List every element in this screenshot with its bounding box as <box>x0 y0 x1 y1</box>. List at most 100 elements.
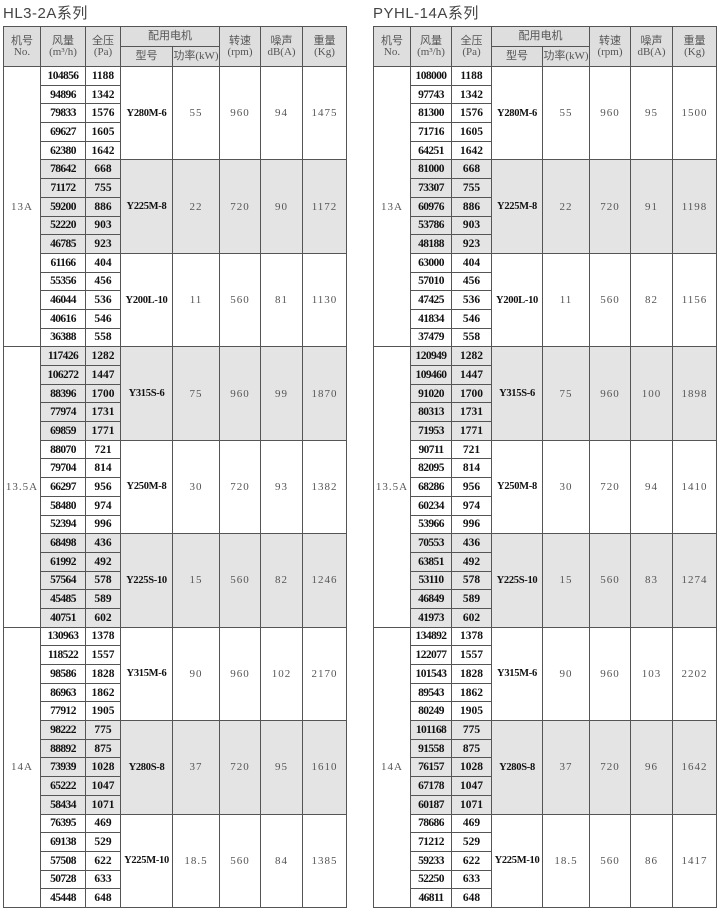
motor-model-cell: Y315S-6 <box>120 346 173 441</box>
air-flow-cell: 46785 <box>40 234 86 254</box>
table-title-right: PYHL-14A系列 <box>373 5 479 22</box>
table-row: 98586 1828 <box>4 664 347 684</box>
pressure-cell: 1378 <box>85 626 121 647</box>
air-flow-cell: 106272 <box>40 365 86 385</box>
speed-cell: 720 <box>589 159 631 254</box>
air-flow-cell: 60976 <box>410 196 452 217</box>
air-flow-cell: 79833 <box>40 103 86 124</box>
air-flow-cell: 60187 <box>410 794 452 815</box>
pressure-cell: 721 <box>451 439 492 460</box>
table-row: 79704 814 <box>4 458 347 479</box>
air-flow-cell: 65222 <box>40 776 86 796</box>
header-weight-unit: (Kg) <box>684 45 705 58</box>
table-row: 70553 436 Y225S-10 15 560 83 1274 <box>374 533 717 628</box>
air-flow-cell: 52250 <box>410 869 452 890</box>
pressure-cell: 1862 <box>85 682 121 703</box>
speed-cell: 720 <box>589 720 631 815</box>
motor-model-cell: Y200L-10 <box>120 252 173 348</box>
pressure-cell: 903 <box>85 215 121 236</box>
pressure-cell: 1188 <box>85 66 121 86</box>
pressure-cell: 558 <box>451 327 492 348</box>
air-flow-cell: 53786 <box>410 215 452 236</box>
table-row: 14A 134892 1378 Y315M-6 90 960 103 2202 <box>373 626 717 908</box>
pressure-cell: 923 <box>85 234 121 254</box>
table-row: 71716 1605 <box>374 122 717 142</box>
air-flow-cell: 76395 <box>40 813 86 834</box>
air-flow-cell: 41834 <box>410 308 452 329</box>
weight-cell: 2202 <box>672 626 717 722</box>
table-row: 45448 648 <box>4 888 347 908</box>
motor-model-cell: Y280M-6 <box>491 65 543 161</box>
weight-cell: 1500 <box>672 65 717 161</box>
header-flow-label: 风量 <box>52 34 74 47</box>
header-speed-label: 转速 <box>599 34 621 47</box>
air-flow-cell: 61992 <box>40 551 86 572</box>
air-flow-cell: 118522 <box>40 645 86 665</box>
table-row: 40616 546 <box>4 308 347 329</box>
table-row: 53966 996 <box>374 514 717 535</box>
motor-model-cell: Y280S-8 <box>120 720 173 815</box>
air-flow-cell: 46044 <box>40 290 86 310</box>
air-flow-cell: 59233 <box>410 850 452 871</box>
header-flow: 风量 (m³/h) <box>410 26 452 67</box>
pressure-cell: 1047 <box>451 776 492 796</box>
header-noise: 噪声 dB(A) <box>630 26 673 67</box>
table-row: 81300 1576 <box>374 103 717 124</box>
noise-cell: 95 <box>630 65 673 161</box>
pressure-cell: 578 <box>451 570 492 591</box>
pressure-cell: 775 <box>451 720 492 740</box>
table-row: 73939 1028 <box>4 757 347 778</box>
header-noise-label: 噪声 <box>640 34 663 47</box>
weight-cell: 1156 <box>672 252 717 348</box>
motor-model-cell: Y225M-8 <box>120 159 173 254</box>
pressure-cell: 886 <box>451 196 492 217</box>
pressure-cell: 1557 <box>451 645 492 665</box>
pressure-cell: 1447 <box>85 365 121 385</box>
pressure-cell: 755 <box>85 178 121 198</box>
header-weight-label: 重量 <box>313 34 336 47</box>
header-flow-unit: (m³/h) <box>49 45 77 58</box>
pressure-cell: 814 <box>85 458 121 479</box>
fan-number-cell: 13.5A <box>3 346 41 628</box>
header-speed: 转速 (rpm) <box>219 26 261 67</box>
table-row: 90711 721 Y250M-8 30 720 94 1410 <box>374 439 717 535</box>
air-flow-cell: 47425 <box>410 290 452 310</box>
weight-cell: 1385 <box>302 813 347 908</box>
header-no: 机号 No. <box>3 26 41 67</box>
speed-cell: 960 <box>589 65 631 161</box>
table-row: 82095 814 <box>374 458 717 479</box>
header-no: 机号 No. <box>373 26 411 67</box>
pressure-cell: 546 <box>85 308 121 329</box>
motor-model-cell: Y315M-6 <box>491 626 543 722</box>
air-flow-cell: 63851 <box>410 551 452 572</box>
table-row: 64251 1642 <box>374 140 717 161</box>
speed-cell: 560 <box>589 533 631 628</box>
table-row: 77974 1731 <box>4 402 347 423</box>
header-no-label: 机号 <box>11 34 33 47</box>
header-speed: 转速 (rpm) <box>589 26 631 67</box>
air-flow-cell: 94896 <box>40 84 86 105</box>
noise-cell: 100 <box>630 346 673 441</box>
pressure-cell: 589 <box>85 589 121 609</box>
table-row: 58434 1071 <box>4 794 347 815</box>
header-noise-unit: dB(A) <box>267 45 296 58</box>
pressure-cell: 546 <box>451 308 492 329</box>
air-flow-cell: 57508 <box>40 850 86 871</box>
header-power: 功率(kW) <box>542 46 590 67</box>
table-row: 88892 875 <box>4 738 347 759</box>
air-flow-cell: 61166 <box>40 252 86 273</box>
table-row: 76395 469 Y225M-10 18.5 560 84 1385 <box>4 813 347 908</box>
noise-cell: 95 <box>260 720 303 815</box>
pressure-cell: 1342 <box>85 84 121 105</box>
weight-cell: 1417 <box>672 813 717 908</box>
air-flow-cell: 120949 <box>410 346 452 366</box>
air-flow-cell: 80249 <box>410 701 452 722</box>
pressure-cell: 469 <box>85 813 121 834</box>
speed-cell: 560 <box>219 813 261 908</box>
pressure-cell: 1047 <box>85 776 121 796</box>
power-cell: 55 <box>542 65 590 161</box>
table-row: 68498 436 Y225S-10 15 560 82 1246 <box>4 533 347 628</box>
fan-number-cell: 13.5A <box>373 346 411 628</box>
table-row: 86963 1862 <box>4 682 347 703</box>
speed-cell: 960 <box>219 65 261 161</box>
